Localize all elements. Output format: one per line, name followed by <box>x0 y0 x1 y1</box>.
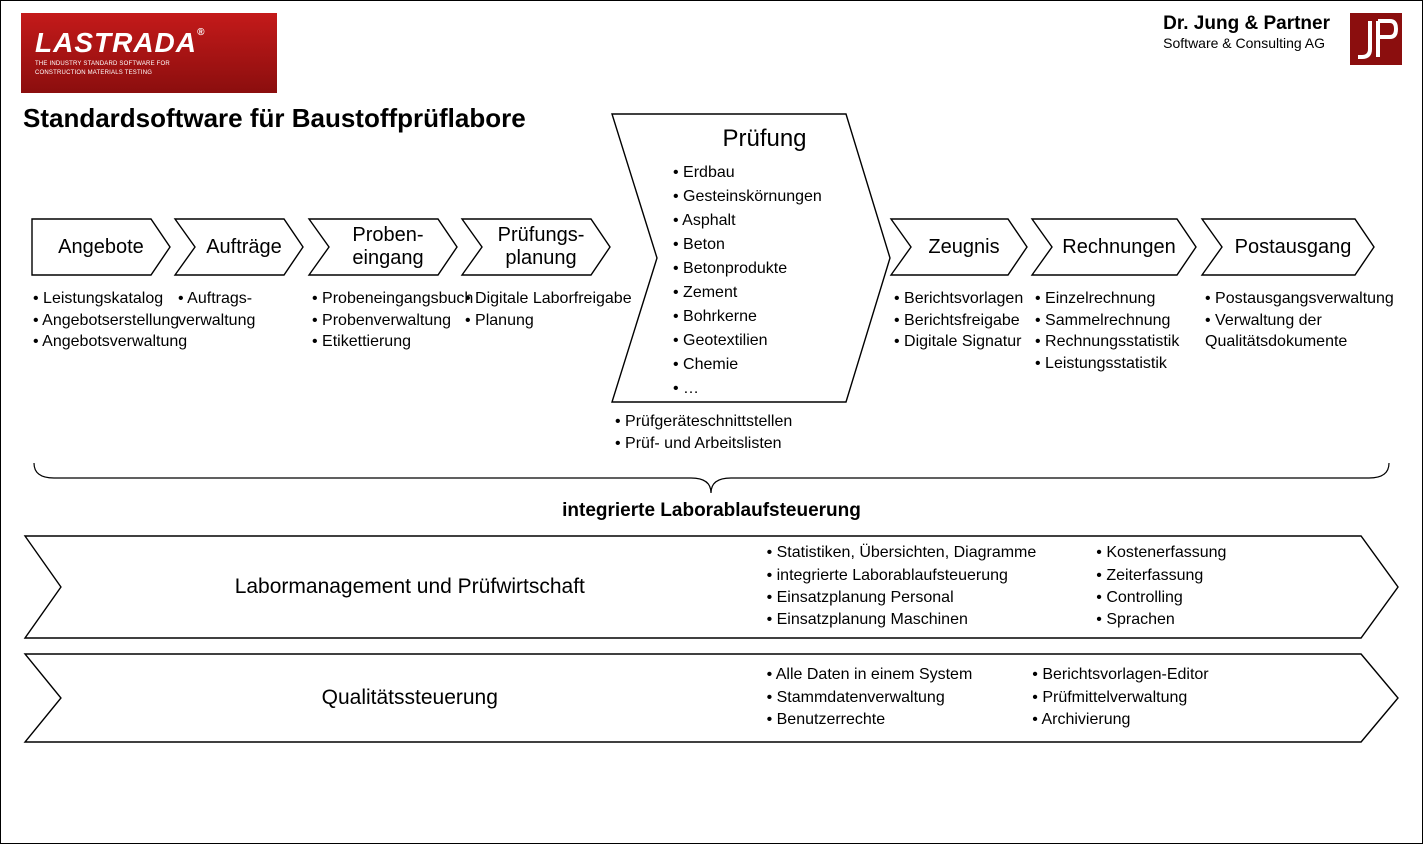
item: Probeneingangsbuch <box>312 288 473 310</box>
long-arrow-management: Labormanagement und Prüfwirtschaft Stati… <box>23 534 1400 640</box>
item: Digitale Signatur <box>894 331 1023 353</box>
item: Prüfmittelverwaltung <box>1032 687 1208 709</box>
item: Betonprodukte <box>673 257 822 281</box>
lastrada-logo: LASTRADA® THE INDUSTRY STANDARD SOFTWARE… <box>21 13 277 93</box>
item: Prüf- und Arbeitslisten <box>615 433 792 455</box>
item: Gesteinskörnungen <box>673 185 822 209</box>
item: Sprachen <box>1096 609 1226 631</box>
step-items: PrüfgeräteschnittstellenPrüf- und Arbeit… <box>615 411 792 454</box>
item: Archivierung <box>1032 709 1208 731</box>
brand-tagline2: CONSTRUCTION MATERIALS TESTING <box>35 70 267 77</box>
item: Berichtsfreigabe <box>894 310 1023 332</box>
item: Bohrkerne <box>673 305 822 329</box>
item: Verwaltung der Qualitätsdokumente <box>1205 310 1412 353</box>
item: Angebotsverwaltung <box>33 331 187 353</box>
step-items: Digitale LaborfreigabePlanung <box>465 288 632 331</box>
item: Berichtsvorlagen-Editor <box>1032 664 1208 686</box>
step-prüfungsplanung: Prüfungs-planung <box>461 218 611 276</box>
step-big-items: ErdbauGesteinskörnungenAsphaltBetonBeton… <box>673 161 822 401</box>
item: Zeiterfassung <box>1096 565 1226 587</box>
workflow-row: Angebote LeistungskatalogAngebotserstellu… <box>11 138 1412 458</box>
long2-title: Qualitätssteuerung <box>23 686 767 710</box>
jp-logo <box>1350 13 1402 65</box>
item: Asphalt <box>673 209 822 233</box>
company-name: Dr. Jung & Partner <box>1163 13 1330 35</box>
item: Auftrags-verwaltung <box>178 288 255 331</box>
step-prüfung: PrüfungErdbauGesteinskörnungenAsphaltBet… <box>611 113 891 403</box>
company-block: Dr. Jung & Partner Software & Consulting… <box>1163 13 1402 65</box>
item: Sammelrechnung <box>1035 310 1179 332</box>
item: Benutzerrechte <box>767 709 973 731</box>
item: Postausgangsverwaltung <box>1205 288 1412 310</box>
step-probeneingang: Proben-eingang <box>308 218 458 276</box>
long2-col1: Alle Daten in einem SystemStammdatenverw… <box>767 664 973 731</box>
brand-tagline1: THE INDUSTRY STANDARD SOFTWARE FOR <box>35 61 267 68</box>
item: Einzelrechnung <box>1035 288 1179 310</box>
step-items: ProbeneingangsbuchProbenverwaltungEtiket… <box>312 288 473 353</box>
item: Erdbau <box>673 161 822 185</box>
long1-col2: KostenerfassungZeiterfassungControllingS… <box>1096 542 1226 632</box>
header: LASTRADA® THE INDUSTRY STANDARD SOFTWARE… <box>1 1 1422 93</box>
step-label: Proben-eingang <box>308 218 458 276</box>
item: Einsatzplanung Maschinen <box>767 609 1037 631</box>
item: Controlling <box>1096 587 1226 609</box>
step-label: Angebote <box>31 218 171 276</box>
item: Beton <box>673 233 822 257</box>
item: Etikettierung <box>312 331 473 353</box>
step-label: Zeugnis <box>890 218 1028 276</box>
brace-label: integrierte Laborablaufsteuerung <box>1 500 1422 522</box>
item: Zement <box>673 281 822 305</box>
item: Rechnungsstatistik <box>1035 331 1179 353</box>
step-rechnungen: Rechnungen <box>1031 218 1197 276</box>
item: Geotextilien <box>673 329 822 353</box>
brand-text: LASTRADA <box>35 27 197 58</box>
step-items: LeistungskatalogAngebotserstellungAngebo… <box>33 288 187 353</box>
item: Statistiken, Übersichten, Diagramme <box>767 542 1037 564</box>
step-aufträge: Aufträge <box>174 218 304 276</box>
step-angebote: Angebote <box>31 218 171 276</box>
item: Planung <box>465 310 632 332</box>
step-items: EinzelrechnungSammelrechnungRechnungssta… <box>1035 288 1179 374</box>
step-items: BerichtsvorlagenBerichtsfreigabeDigitale… <box>894 288 1023 353</box>
item: Chemie <box>673 353 822 377</box>
item: Einsatzplanung Personal <box>767 587 1037 609</box>
company-sub: Software & Consulting AG <box>1163 35 1330 51</box>
long1-col1: Statistiken, Übersichten, Diagrammeinteg… <box>767 542 1037 632</box>
item: integrierte Laborablaufsteuerung <box>767 565 1037 587</box>
step-zeugnis: Zeugnis <box>890 218 1028 276</box>
item: Berichtsvorlagen <box>894 288 1023 310</box>
step-label: Prüfungs-planung <box>461 218 611 276</box>
step-label: Postausgang <box>1201 218 1375 276</box>
item: Angebotserstellung <box>33 310 187 332</box>
item: Probenverwaltung <box>312 310 473 332</box>
long-arrow-quality: Qualitätssteuerung Alle Daten in einem S… <box>23 652 1400 744</box>
long2-col2: Berichtsvorlagen-EditorPrüfmittelverwalt… <box>1032 664 1208 731</box>
item: Stammdatenverwaltung <box>767 687 973 709</box>
item: Alle Daten in einem System <box>767 664 973 686</box>
step-items: Auftrags-verwaltung <box>178 288 255 331</box>
brace <box>29 458 1394 498</box>
step-postausgang: Postausgang <box>1201 218 1375 276</box>
step-label: Aufträge <box>174 218 304 276</box>
step-items: PostausgangsverwaltungVerwaltung der Qua… <box>1205 288 1412 353</box>
item: Prüfgeräteschnittstellen <box>615 411 792 433</box>
item: Kostenerfassung <box>1096 542 1226 564</box>
item: Digitale Laborfreigabe <box>465 288 632 310</box>
long1-title: Labormanagement und Prüfwirtschaft <box>23 575 767 599</box>
step-label: Rechnungen <box>1031 218 1197 276</box>
item: Leistungsstatistik <box>1035 353 1179 375</box>
item: Leistungskatalog <box>33 288 187 310</box>
item: … <box>673 377 822 401</box>
